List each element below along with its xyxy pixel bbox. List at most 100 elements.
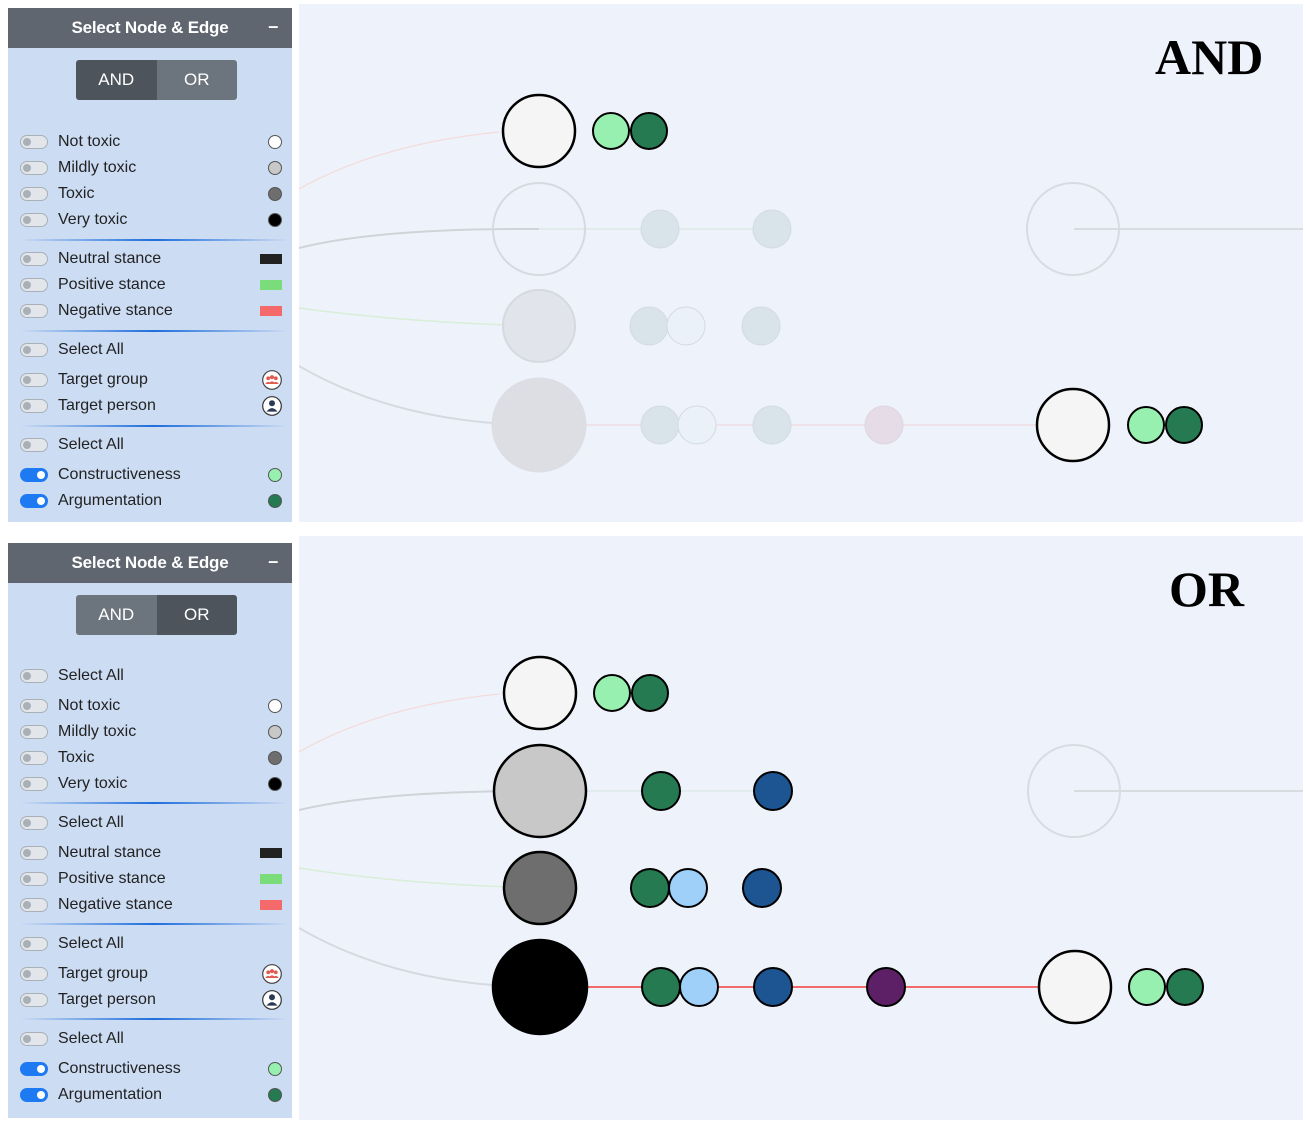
- node-faded[interactable]: [640, 405, 680, 445]
- toggle-switch[interactable]: [20, 993, 48, 1007]
- filter-row-argumentation[interactable]: Argumentation: [20, 490, 282, 512]
- node-faded[interactable]: [491, 377, 587, 473]
- filter-row-select-all[interactable]: Select All: [20, 339, 282, 361]
- toggle-switch[interactable]: [20, 669, 48, 683]
- toggle-switch[interactable]: [20, 161, 48, 175]
- node-faded[interactable]: [741, 306, 781, 346]
- filter-row-constructiveness[interactable]: Constructiveness: [20, 464, 282, 486]
- and-button[interactable]: AND: [76, 60, 157, 100]
- toggle-switch[interactable]: [20, 777, 48, 791]
- toggle-switch[interactable]: [20, 816, 48, 830]
- node-faded[interactable]: [1026, 182, 1120, 276]
- filter-row-argumentation[interactable]: Argumentation: [20, 1084, 282, 1106]
- filter-row-select-all[interactable]: Select All: [20, 812, 282, 834]
- toggle-switch[interactable]: [20, 304, 48, 318]
- node-constructiveness[interactable]: [593, 674, 631, 712]
- toggle-switch[interactable]: [20, 399, 48, 413]
- filter-row-select-all[interactable]: Select All: [20, 665, 282, 687]
- filter-row-mildly-toxic[interactable]: Mildly toxic: [20, 157, 282, 179]
- node-faded[interactable]: [492, 182, 586, 276]
- toggle-switch[interactable]: [20, 1032, 48, 1046]
- toggle-switch[interactable]: [20, 937, 48, 951]
- filter-row-target-group[interactable]: Target group: [20, 369, 282, 391]
- or-button[interactable]: OR: [156, 60, 237, 100]
- filter-row-positive-stance[interactable]: Positive stance: [20, 274, 282, 296]
- node-argumentation[interactable]: [630, 868, 670, 908]
- filter-row-toxic[interactable]: Toxic: [20, 183, 282, 205]
- filter-row-negative-stance[interactable]: Negative stance: [20, 894, 282, 916]
- toggle-switch[interactable]: [20, 343, 48, 357]
- toggle-switch[interactable]: [20, 494, 48, 508]
- graph-canvas-and[interactable]: AND: [299, 4, 1303, 522]
- node-faded[interactable]: [640, 209, 680, 249]
- node-mildly-toxic[interactable]: [492, 743, 588, 839]
- filter-row-very-toxic[interactable]: Very toxic: [20, 209, 282, 231]
- filter-row-target-person[interactable]: Target person: [20, 989, 282, 1011]
- filter-row-target-group[interactable]: Target group: [20, 963, 282, 985]
- toggle-switch[interactable]: [20, 252, 48, 266]
- filter-row-neutral-stance[interactable]: Neutral stance: [20, 842, 282, 864]
- toggle-switch[interactable]: [20, 187, 48, 201]
- node-not-toxic[interactable]: [1035, 387, 1111, 463]
- minimize-button[interactable]: –: [268, 16, 278, 36]
- toggle-switch[interactable]: [20, 725, 48, 739]
- node-faded[interactable]: [752, 405, 792, 445]
- toggle-switch[interactable]: [20, 898, 48, 912]
- filter-row-not-toxic[interactable]: Not toxic: [20, 131, 282, 153]
- node-dark-blue[interactable]: [753, 967, 793, 1007]
- filter-row-not-toxic[interactable]: Not toxic: [20, 695, 282, 717]
- toggle-switch[interactable]: [20, 468, 48, 482]
- filter-row-constructiveness[interactable]: Constructiveness: [20, 1058, 282, 1080]
- or-button[interactable]: OR: [156, 595, 237, 635]
- filter-row-select-all[interactable]: Select All: [20, 1028, 282, 1050]
- node-argumentation[interactable]: [630, 112, 668, 150]
- node-faded[interactable]: [502, 289, 576, 363]
- node-dark-blue[interactable]: [753, 771, 793, 811]
- node-constructiveness[interactable]: [1127, 406, 1165, 444]
- node-not-toxic[interactable]: [501, 93, 577, 169]
- toggle-switch[interactable]: [20, 278, 48, 292]
- node-faded[interactable]: [677, 405, 717, 445]
- filter-row-very-toxic[interactable]: Very toxic: [20, 773, 282, 795]
- toggle-switch[interactable]: [20, 135, 48, 149]
- node-not-toxic[interactable]: [502, 655, 578, 731]
- and-button[interactable]: AND: [76, 595, 157, 635]
- filter-row-target-person[interactable]: Target person: [20, 395, 282, 417]
- filter-row-toxic[interactable]: Toxic: [20, 747, 282, 769]
- toggle-switch[interactable]: [20, 213, 48, 227]
- node-constructiveness[interactable]: [592, 112, 630, 150]
- node-light-blue[interactable]: [679, 967, 719, 1007]
- toggle-switch[interactable]: [20, 1088, 48, 1102]
- node-argumentation[interactable]: [641, 967, 681, 1007]
- node-argumentation[interactable]: [1166, 968, 1204, 1006]
- node-dark-blue[interactable]: [742, 868, 782, 908]
- node-toxic[interactable]: [502, 850, 578, 926]
- toggle-switch[interactable]: [20, 872, 48, 886]
- node-faded[interactable]: [666, 306, 706, 346]
- filter-row-negative-stance[interactable]: Negative stance: [20, 300, 282, 322]
- node-not-toxic[interactable]: [1037, 949, 1113, 1025]
- node-faded[interactable]: [629, 306, 669, 346]
- node-purple[interactable]: [866, 967, 906, 1007]
- node-argumentation[interactable]: [631, 674, 669, 712]
- toggle-switch[interactable]: [20, 373, 48, 387]
- toggle-switch[interactable]: [20, 1062, 48, 1076]
- node-faded[interactable]: [752, 209, 792, 249]
- node-faded[interactable]: [1027, 744, 1121, 838]
- toggle-switch[interactable]: [20, 699, 48, 713]
- minimize-button[interactable]: –: [268, 551, 278, 571]
- filter-row-positive-stance[interactable]: Positive stance: [20, 868, 282, 890]
- node-constructiveness[interactable]: [1128, 968, 1166, 1006]
- node-argumentation[interactable]: [1165, 406, 1203, 444]
- node-light-blue[interactable]: [668, 868, 708, 908]
- filter-row-mildly-toxic[interactable]: Mildly toxic: [20, 721, 282, 743]
- node-very-toxic[interactable]: [491, 938, 589, 1036]
- toggle-switch[interactable]: [20, 438, 48, 452]
- node-argumentation[interactable]: [641, 771, 681, 811]
- node-faded[interactable]: [864, 405, 904, 445]
- filter-row-select-all[interactable]: Select All: [20, 434, 282, 456]
- toggle-switch[interactable]: [20, 967, 48, 981]
- filter-row-select-all[interactable]: Select All: [20, 933, 282, 955]
- graph-canvas-or[interactable]: OR: [299, 536, 1303, 1120]
- toggle-switch[interactable]: [20, 846, 48, 860]
